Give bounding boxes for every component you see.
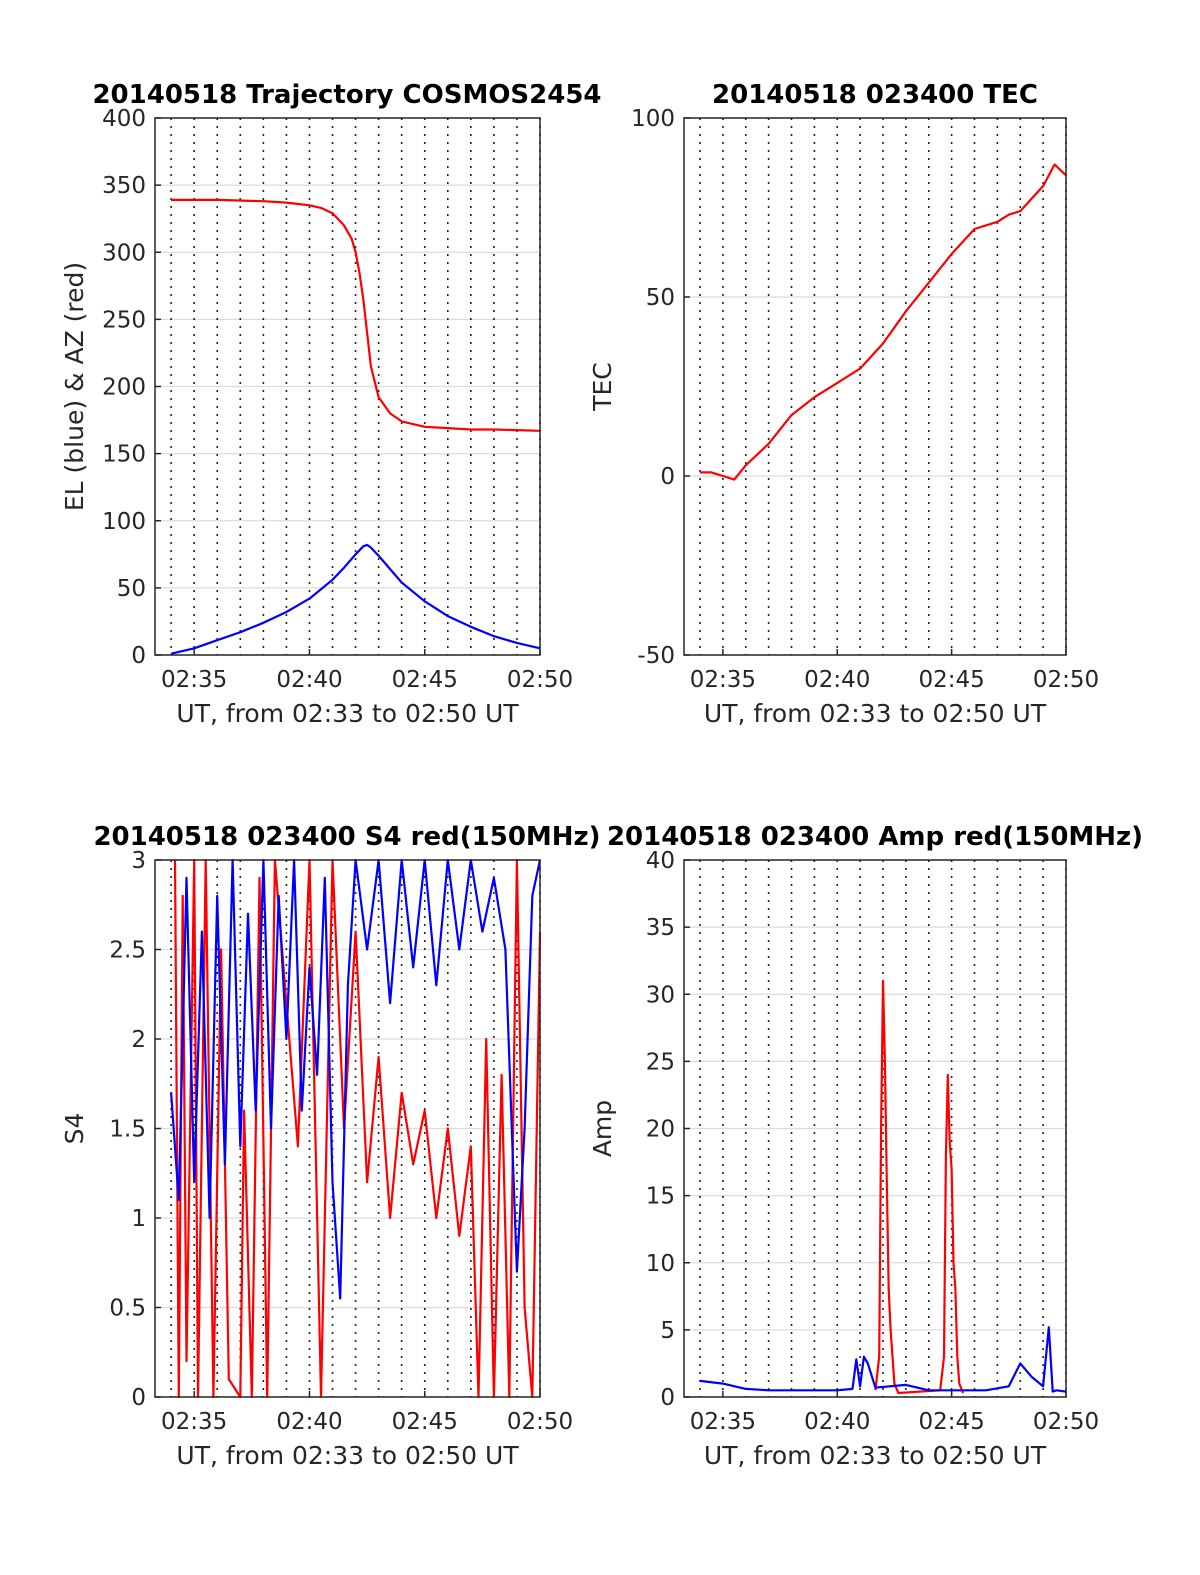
y-tick-label: 200 bbox=[102, 375, 146, 401]
y-axis-label: S4 bbox=[60, 1113, 89, 1145]
y-axis-label: Amp bbox=[588, 1100, 617, 1157]
panel-2: -50 0 50 100 02:35 02:40 02:45 02:50 20140518 02… bbox=[588, 80, 1099, 728]
series-line-2 bbox=[699, 1326, 1067, 1393]
y-tick-label: 10 bbox=[646, 1251, 675, 1277]
x-tick-label: 02:40 bbox=[276, 1409, 342, 1435]
x-tick-label: 02:50 bbox=[1033, 667, 1099, 693]
x-tick-label: 02:40 bbox=[276, 667, 342, 693]
panel-3: 0 0.5 1 1.5 2 2.5 3 02:35 02:40 02:45 02:50 2014051… bbox=[60, 822, 601, 1470]
y-tick-label: 1 bbox=[131, 1206, 146, 1232]
y-tick-label: 5 bbox=[660, 1318, 675, 1344]
series-line-2 bbox=[170, 858, 542, 1300]
y-tick-label: 50 bbox=[646, 285, 675, 311]
y-axis-label: EL (blue) & AZ (red) bbox=[60, 262, 89, 511]
x-tick-label: 02:45 bbox=[918, 1409, 984, 1435]
y-tick-label: 0 bbox=[660, 464, 675, 490]
x-tick-label: 02:40 bbox=[804, 667, 870, 693]
y-tick-label: -50 bbox=[637, 643, 675, 669]
y-tick-label: 1.5 bbox=[109, 1117, 146, 1143]
panel-title: 20140518 023400 S4 red(150MHz) bbox=[93, 822, 600, 852]
y-tick-label: 300 bbox=[102, 240, 146, 266]
series-line-1 bbox=[171, 198, 541, 432]
y-axis-label: TEC bbox=[588, 362, 617, 412]
panel-1: 0 50 100 150 200 250 300 350 400 02:35 02:40 02:45 0… bbox=[60, 80, 602, 728]
y-tick-label: 0 bbox=[131, 1385, 146, 1411]
x-axis-label: UT, from 02:33 to 02:50 UT bbox=[176, 699, 519, 728]
y-tick-label: 20 bbox=[646, 1117, 675, 1143]
panel-title: 20140518 Trajectory COSMOS2454 bbox=[92, 80, 601, 110]
x-axis-label: UT, from 02:33 to 02:50 UT bbox=[176, 1441, 519, 1470]
x-tick-label: 02:40 bbox=[804, 1409, 870, 1435]
y-tick-label: 2.5 bbox=[109, 938, 146, 964]
x-tick-label: 02:45 bbox=[918, 667, 984, 693]
y-tick-label: 3 bbox=[131, 848, 146, 874]
y-tick-label: 50 bbox=[117, 576, 146, 602]
plot-frame bbox=[683, 117, 1067, 656]
y-tick-label: 0.5 bbox=[109, 1296, 146, 1322]
series-line-1 bbox=[700, 163, 1067, 481]
panel-title: 20140518 023400 TEC bbox=[712, 80, 1038, 110]
x-tick-label: 02:45 bbox=[392, 1409, 458, 1435]
y-tick-label: 15 bbox=[646, 1184, 675, 1210]
x-tick-label: 02:45 bbox=[392, 667, 458, 693]
x-tick-label: 02:50 bbox=[507, 1409, 573, 1435]
panel-4: 0 5 10 15 20 25 30 35 40 02:35 02:40 02:45 02:50 2014… bbox=[588, 822, 1143, 1470]
x-tick-label: 02:35 bbox=[690, 667, 756, 693]
x-axis-label: UT, from 02:33 to 02:50 UT bbox=[704, 699, 1047, 728]
panel-title: 20140518 023400 Amp red(150MHz) bbox=[607, 822, 1143, 852]
x-tick-label: 02:35 bbox=[690, 1409, 756, 1435]
y-tick-label: 250 bbox=[102, 307, 146, 333]
y-tick-label: 400 bbox=[102, 106, 146, 132]
y-tick-label: 100 bbox=[102, 509, 146, 535]
y-tick-label: 150 bbox=[102, 442, 146, 468]
x-tick-label: 02:50 bbox=[507, 667, 573, 693]
y-tick-label: 25 bbox=[646, 1049, 675, 1075]
series-line-2 bbox=[170, 543, 541, 655]
y-tick-label: 40 bbox=[646, 848, 675, 874]
x-tick-label: 02:35 bbox=[161, 667, 227, 693]
y-tick-label: 0 bbox=[131, 643, 146, 669]
y-tick-label: 100 bbox=[631, 106, 675, 132]
y-tick-label: 0 bbox=[660, 1385, 675, 1411]
y-tick-label: 350 bbox=[102, 173, 146, 199]
y-tick-label: 35 bbox=[646, 915, 675, 941]
x-tick-label: 02:50 bbox=[1033, 1409, 1099, 1435]
series-line-1 bbox=[874, 979, 965, 1395]
y-tick-label: 2 bbox=[131, 1027, 146, 1053]
x-tick-label: 02:35 bbox=[161, 1409, 227, 1435]
y-tick-label: 30 bbox=[646, 982, 675, 1008]
series-line-1 bbox=[173, 858, 542, 1399]
x-axis-label: UT, from 02:33 to 02:50 UT bbox=[704, 1441, 1047, 1470]
